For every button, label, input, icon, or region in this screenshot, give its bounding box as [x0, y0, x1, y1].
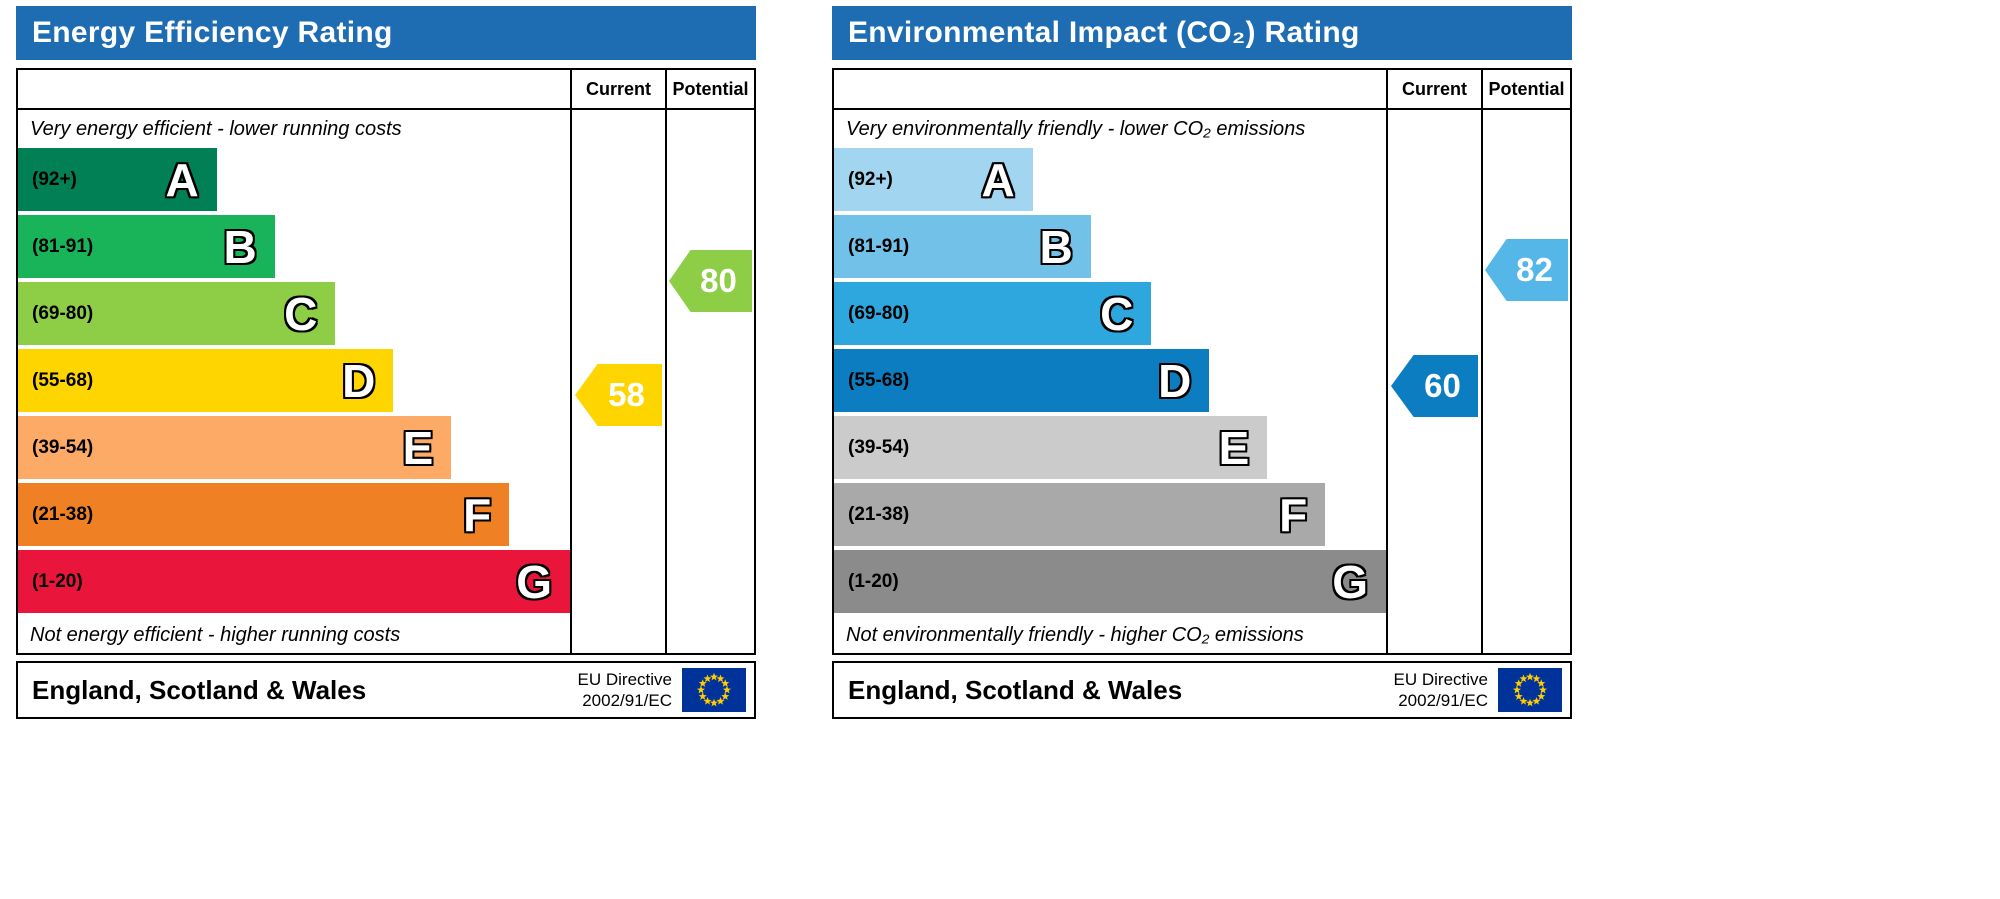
band-g: (1-20) G [834, 550, 1386, 613]
band-b: (81-91) B [834, 215, 1091, 278]
eu-flag-icon [1498, 668, 1562, 712]
header-spacer [834, 70, 1386, 110]
band-a: (92+) A [834, 148, 1033, 211]
potential-rating-arrow: 82 [1485, 239, 1568, 301]
band-letter: F [1279, 488, 1308, 541]
band-letter: A [981, 153, 1015, 206]
band-range-label: (81-91) [32, 235, 94, 257]
chart-title: Environmental Impact (CO₂) Rating [848, 16, 1360, 49]
energy-title-bar: Energy Efficiency Rating [16, 6, 756, 60]
band-letter: C [284, 287, 318, 340]
energy-rating-table: Very energy efficient - lower running co… [16, 68, 756, 655]
band-letter: G [1332, 555, 1368, 608]
potential-header: Potential [667, 70, 754, 110]
energy-efficiency-chart: Energy Efficiency Rating Very energy eff… [16, 6, 756, 719]
footer-bar: England, Scotland & Wales EU Directive 2… [16, 661, 756, 719]
environmental-impact-chart: Environmental Impact (CO₂) Rating Very e… [832, 6, 1572, 719]
bands-list: (92+) A (81-91) B (69-80) C (55-68) [18, 148, 570, 617]
chart-title: Energy Efficiency Rating [32, 16, 393, 49]
band-letter: E [402, 421, 434, 474]
band-g: (1-20) G [18, 550, 570, 613]
band-column: Very environmentally friendly - lower CO… [834, 70, 1386, 653]
header-spacer [18, 70, 570, 110]
band-letter: B [223, 220, 257, 273]
band-range-label: (81-91) [848, 235, 910, 257]
band-e: (39-54) E [834, 416, 1268, 479]
band-f: (21-38) F [834, 483, 1326, 546]
band-letter: E [1218, 421, 1250, 474]
band-area: Very energy efficient - lower running co… [18, 110, 570, 653]
bottom-note: Not environmentally friendly - higher CO… [846, 623, 1304, 646]
band-range-label: (69-80) [32, 302, 94, 324]
current-cell: 58 [572, 110, 665, 653]
potential-rating-value: 82 [1516, 251, 1553, 288]
band-range-label: (21-38) [32, 503, 94, 525]
band-range-label: (55-68) [848, 369, 910, 391]
eu-directive-label: EU Directive 2002/91/EC [578, 669, 672, 712]
band-letter: D [1158, 354, 1192, 407]
potential-column: Potential 82 [1481, 70, 1570, 653]
eu-directive-line2: 2002/91/EC [582, 691, 672, 710]
band-range-label: (1-20) [848, 570, 899, 592]
current-column: Current 60 [1386, 70, 1481, 653]
region-label: England, Scotland & Wales [32, 674, 367, 705]
top-note: Very energy efficient - lower running co… [30, 117, 402, 140]
current-rating-arrow: 58 [575, 364, 662, 426]
potential-column: Potential 80 [665, 70, 754, 653]
potential-header: Potential [1483, 70, 1570, 110]
region-label: England, Scotland & Wales [848, 674, 1183, 705]
current-header: Current [1388, 70, 1481, 110]
band-f: (21-38) F [18, 483, 510, 546]
band-letter: C [1100, 287, 1134, 340]
band-a: (92+) A [18, 148, 217, 211]
current-rating-arrow: 60 [1391, 355, 1478, 417]
eu-directive-line1: EU Directive [1393, 669, 1488, 689]
band-letter: F [463, 488, 492, 541]
potential-cell: 82 [1483, 110, 1570, 653]
band-c: (69-80) C [834, 282, 1152, 345]
band-range-label: (39-54) [848, 436, 910, 458]
co2-title-bar: Environmental Impact (CO₂) Rating [832, 6, 1572, 60]
epc-rating-page: Energy Efficiency Rating Very energy eff… [16, 6, 1572, 719]
band-range-label: (55-68) [32, 369, 94, 391]
band-range-label: (69-80) [848, 302, 910, 324]
current-rating-value: 58 [608, 376, 645, 413]
footer-bar: England, Scotland & Wales EU Directive 2… [832, 661, 1572, 719]
bottom-note: Not energy efficient - higher running co… [30, 623, 401, 646]
top-note: Very environmentally friendly - lower CO… [846, 117, 1306, 140]
band-letter: B [1039, 220, 1073, 273]
current-header: Current [572, 70, 665, 110]
band-letter: D [342, 354, 376, 407]
band-range-label: (39-54) [32, 436, 94, 458]
band-area: Very environmentally friendly - lower CO… [834, 110, 1386, 653]
band-e: (39-54) E [18, 416, 452, 479]
current-column: Current 58 [570, 70, 665, 653]
band-range-label: (92+) [32, 168, 77, 190]
band-range-label: (1-20) [32, 570, 83, 592]
eu-directive-label: EU Directive 2002/91/EC [1394, 669, 1488, 712]
band-range-label: (92+) [848, 168, 893, 190]
band-b: (81-91) B [18, 215, 275, 278]
eu-directive-line2: 2002/91/EC [1398, 691, 1488, 710]
potential-rating-value: 80 [700, 262, 737, 299]
current-rating-value: 60 [1424, 367, 1461, 404]
current-cell: 60 [1388, 110, 1481, 653]
band-d: (55-68) D [834, 349, 1210, 412]
bands-list: (92+) A (81-91) B (69-80) C (55-68) [834, 148, 1386, 617]
band-column: Very energy efficient - lower running co… [18, 70, 570, 653]
band-c: (69-80) C [18, 282, 336, 345]
eu-flag-icon [682, 668, 746, 712]
potential-rating-arrow: 80 [669, 250, 752, 312]
potential-cell: 80 [667, 110, 754, 653]
band-letter: G [516, 555, 552, 608]
band-d: (55-68) D [18, 349, 394, 412]
band-range-label: (21-38) [848, 503, 910, 525]
band-letter: A [165, 153, 199, 206]
co2-rating-table: Very environmentally friendly - lower CO… [832, 68, 1572, 655]
eu-directive-line1: EU Directive [577, 669, 672, 689]
